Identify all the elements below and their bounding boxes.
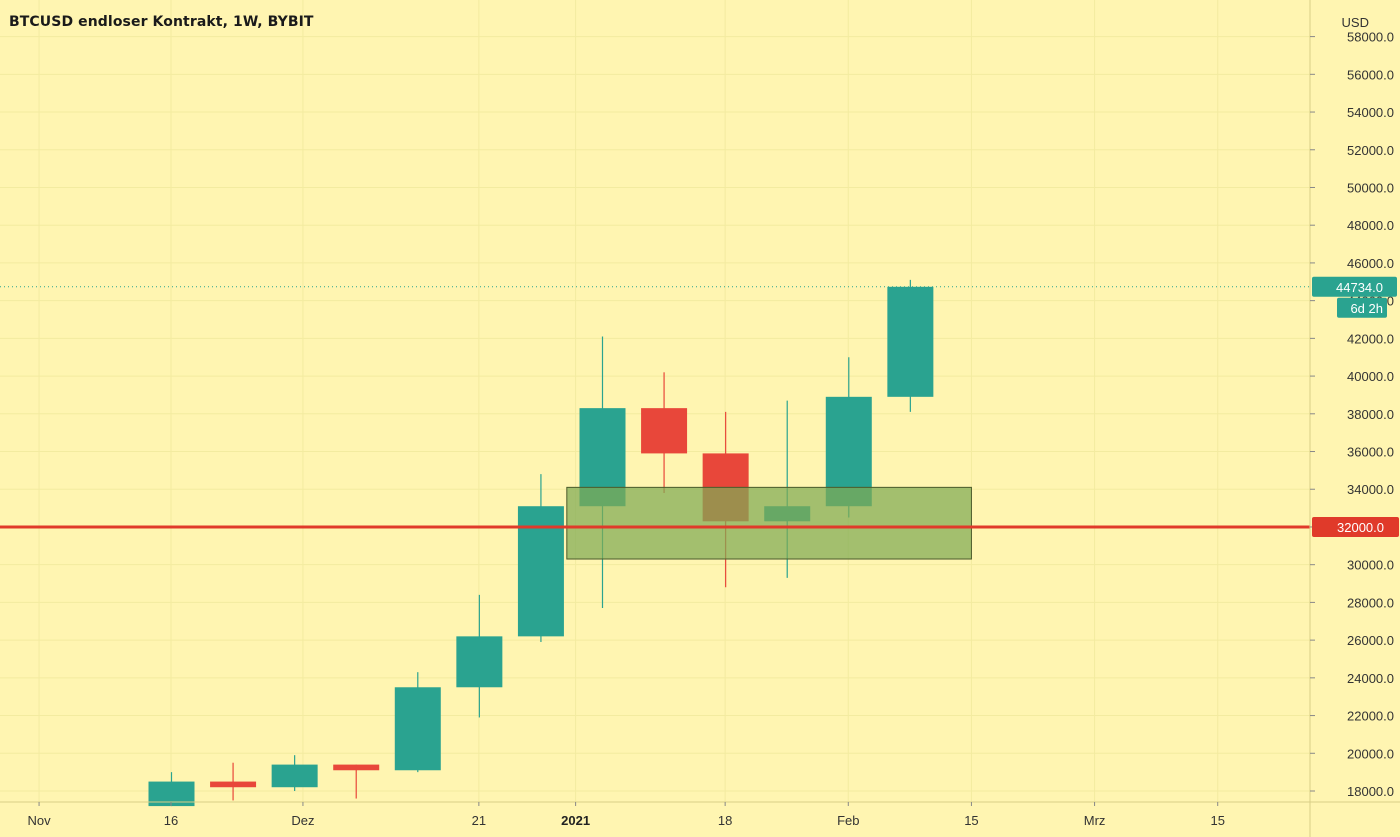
x-tick-label: Mrz [1084,813,1106,828]
x-tick-label: 18 [718,813,732,828]
level-price-label: 32000.0 [1337,520,1384,535]
y-tick-label: 48000.0 [1347,218,1394,233]
last-price-label: 44734.0 [1336,280,1383,295]
chart-title: BTCUSD endloser Kontrakt, 1W, BYBIT [9,14,314,30]
y-tick-label: 34000.0 [1347,482,1394,497]
x-tick-label: 21 [472,813,486,828]
y-tick-label: 38000.0 [1347,407,1394,422]
y-tick-label: 40000.0 [1347,369,1394,384]
price-axis[interactable] [1310,0,1400,837]
y-tick-label: 52000.0 [1347,143,1394,158]
x-tick-label: 15 [1210,813,1224,828]
y-tick-label: 56000.0 [1347,67,1394,82]
y-tick-label: 20000.0 [1347,746,1394,761]
x-tick-label: Feb [837,813,859,828]
candle-body[interactable] [456,636,503,688]
plot-background [0,0,1310,802]
x-tick-label: Dez [291,813,314,828]
y-tick-label: 30000.0 [1347,558,1394,573]
last-price-tag [1312,276,1397,297]
y-tick-label: 42000.0 [1347,331,1394,346]
x-tick-label: 16 [164,813,178,828]
x-tick-label: 2021 [561,813,590,828]
countdown-tag [1337,297,1387,318]
x-tick-label: Nov [27,813,51,828]
candle-body[interactable] [887,286,934,397]
y-tick-label: 24000.0 [1347,671,1394,686]
y-tick-label: 28000.0 [1347,595,1394,610]
x-tick-label: 15 [964,813,978,828]
candle-body[interactable] [394,687,441,771]
y-tick-label: 50000.0 [1347,180,1394,195]
candle-body[interactable] [271,764,318,788]
y-tick-label: 26000.0 [1347,633,1394,648]
level-price-tag [1312,516,1399,537]
y-tick-label: 36000.0 [1347,445,1394,460]
y-tick-label: 18000.0 [1347,784,1394,799]
currency-label: USD [1342,15,1369,30]
support-zone[interactable] [566,486,972,560]
y-tick-label: 58000.0 [1347,30,1394,45]
countdown-label: 6d 2h [1350,301,1383,316]
y-tick-label: 54000.0 [1347,105,1394,120]
candle-body[interactable] [641,408,688,454]
candle-body[interactable] [210,781,257,788]
y-tick-label: 46000.0 [1347,256,1394,271]
y-tick-label: 22000.0 [1347,709,1394,724]
candle-body[interactable] [333,764,380,771]
